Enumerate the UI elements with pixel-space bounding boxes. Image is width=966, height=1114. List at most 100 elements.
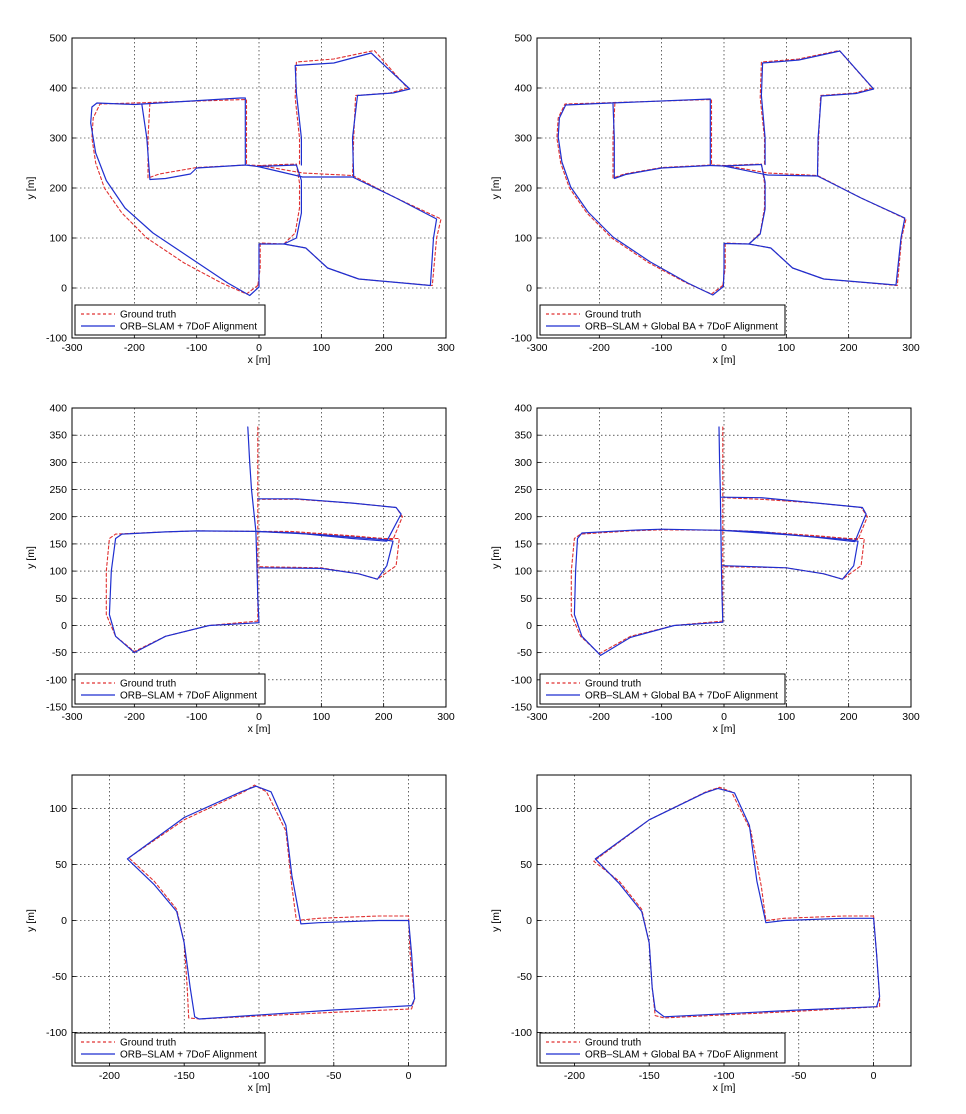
y-tick-label: 100 — [514, 803, 532, 815]
x-tick-label: -200 — [589, 342, 610, 354]
x-tick-label: -200 — [564, 1070, 585, 1082]
x-tick-label: 0 — [721, 342, 727, 354]
y-tick-label: -100 — [511, 674, 532, 686]
estimated-trajectory-segment — [721, 497, 866, 542]
x-tick-label: 300 — [902, 342, 920, 354]
estimated-trajectory-segment — [127, 786, 414, 1019]
y-tick-label: 50 — [520, 859, 532, 871]
x-axis-label: x [m] — [713, 1082, 736, 1094]
estimated-trajectory-segment — [245, 165, 301, 287]
ground-truth-trajectory-segment — [247, 164, 300, 286]
y-tick-label: 400 — [514, 83, 532, 95]
x-tick-label: 300 — [902, 711, 920, 723]
chart-panel-3: -300 -200 -100 0 100 200 300-150-100-500501001… — [25, 403, 455, 736]
y-tick-label: 100 — [49, 566, 67, 578]
y-tick-label: 0 — [526, 620, 532, 632]
ground-truth-trajectory-segment — [260, 166, 441, 286]
y-tick-label: 0 — [61, 620, 67, 632]
y-tick-label: 300 — [49, 133, 67, 145]
y-tick-label: 50 — [520, 593, 532, 605]
y-tick-label: 300 — [514, 133, 532, 145]
y-tick-label: 0 — [526, 283, 532, 295]
estimated-trajectory-segment — [595, 788, 879, 1016]
x-tick-label: -100 — [713, 1070, 734, 1082]
y-tick-label: 300 — [514, 457, 532, 469]
y-tick-label: 200 — [49, 183, 67, 195]
x-tick-label: 0 — [406, 1070, 412, 1082]
x-tick-label: 0 — [871, 1070, 877, 1082]
x-tick-label: -200 — [589, 711, 610, 723]
y-axis-label: y [m] — [490, 177, 502, 200]
y-tick-label: 350 — [49, 430, 67, 442]
y-tick-label: -150 — [511, 702, 532, 714]
y-tick-label: 500 — [514, 33, 532, 45]
x-tick-label: 0 — [721, 711, 727, 723]
ground-truth-trajectory-segment — [106, 531, 257, 652]
legend-entry-label: ORB–SLAM + Global BA + 7DoF Alignment — [585, 322, 778, 333]
x-tick-label: 200 — [840, 342, 858, 354]
legend-entry-label: Ground truth — [585, 310, 641, 321]
x-axis-label: x [m] — [248, 1082, 271, 1094]
ground-truth-trajectory-segment — [594, 787, 880, 1018]
estimated-trajectory-segment — [574, 529, 722, 655]
ground-truth-trajectory-segment — [129, 785, 415, 1019]
chart-panel-2: -300 -200 -100 0 100 200 300 -100 0 100 200 300 400 5… — [490, 33, 920, 367]
estimated-trajectory-segment — [724, 166, 905, 285]
estimated-trajectory-segment — [558, 99, 723, 295]
y-tick-label: 100 — [514, 566, 532, 578]
y-tick-label: 500 — [49, 33, 67, 45]
x-tick-label: 100 — [313, 342, 331, 354]
y-tick-label: -50 — [52, 647, 67, 659]
x-axis-label: x [m] — [713, 723, 736, 735]
legend-entry-label: Ground truth — [585, 1038, 641, 1049]
legend-entry-label: Ground truth — [120, 1038, 176, 1049]
y-axis-label: y [m] — [490, 909, 502, 932]
y-tick-label: 100 — [514, 233, 532, 245]
x-tick-label: -150 — [639, 1070, 660, 1082]
x-tick-label: 100 — [778, 711, 796, 723]
y-tick-label: 100 — [49, 803, 67, 815]
y-tick-label: 150 — [49, 538, 67, 550]
x-tick-label: 200 — [375, 342, 393, 354]
y-tick-label: -100 — [511, 1027, 532, 1039]
y-tick-label: 200 — [514, 183, 532, 195]
estimated-trajectory-segment — [761, 51, 873, 176]
x-tick-label: 100 — [313, 711, 331, 723]
y-tick-label: 50 — [55, 593, 67, 605]
x-tick-label: -100 — [651, 711, 672, 723]
x-axis-label: x [m] — [248, 354, 271, 366]
estimated-trajectory-segment — [719, 427, 723, 622]
estimated-trajectory-segment — [710, 165, 765, 287]
x-tick-label: 100 — [778, 342, 796, 354]
y-tick-label: 50 — [55, 859, 67, 871]
y-tick-label: 300 — [49, 457, 67, 469]
y-tick-label: 150 — [514, 538, 532, 550]
x-tick-label: -200 — [124, 342, 145, 354]
x-axis-label: x [m] — [248, 723, 271, 735]
x-tick-label: -100 — [186, 711, 207, 723]
ground-truth-trajectory-segment — [712, 164, 765, 286]
x-tick-label: -100 — [651, 342, 672, 354]
chart-panel-5: -200 -150 -100 -50 0 -100 -50 0 50 100 x [m] y [m] G… — [25, 775, 446, 1094]
chart-panel-4: -300 -200 -100 0 100 200 300 -150 -100 -50 0 50 100 1… — [490, 403, 920, 736]
ground-truth-trajectory-segment — [723, 498, 868, 540]
x-tick-label: 300 — [437, 711, 455, 723]
ground-truth-trajectory-segment — [571, 530, 723, 654]
x-tick-label: 0 — [256, 711, 262, 723]
y-tick-label: 400 — [49, 83, 67, 95]
x-tick-label: -100 — [186, 342, 207, 354]
y-axis-label: y [m] — [490, 546, 502, 569]
ground-truth-trajectory-segment — [295, 51, 407, 176]
legend-entry-label: ORB–SLAM + Global BA + 7DoF Alignment — [585, 691, 778, 702]
x-axis-label: x [m] — [713, 354, 736, 366]
legend-entry-label: ORB–SLAM + 7DoF Alignment — [120, 691, 257, 702]
estimated-trajectory-segment — [721, 530, 858, 579]
y-tick-label: 250 — [514, 484, 532, 496]
estimated-trajectory-segment — [109, 531, 259, 653]
x-tick-label: -200 — [124, 711, 145, 723]
x-tick-label: -150 — [174, 1070, 195, 1082]
